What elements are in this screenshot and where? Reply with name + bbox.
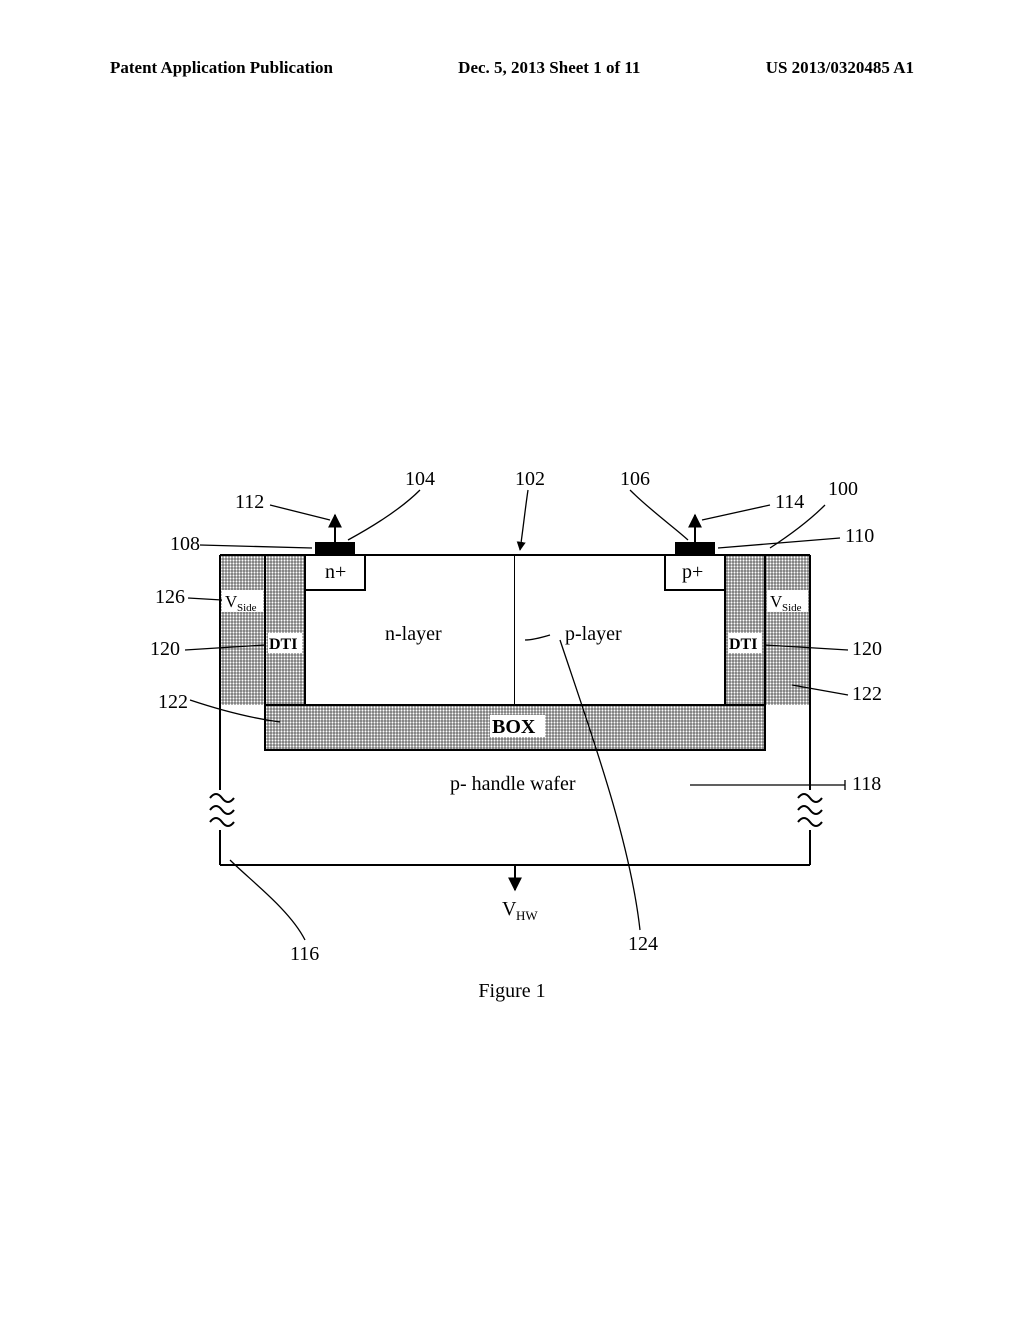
header-mid: Dec. 5, 2013 Sheet 1 of 11 <box>458 58 640 78</box>
ref-124: 124 <box>628 933 658 955</box>
dti-right <box>725 555 765 705</box>
ref-126: 126 <box>155 586 185 608</box>
ref-108: 108 <box>170 533 200 555</box>
phandle-label: p- handle wafer <box>450 773 576 795</box>
player-label: p-layer <box>565 623 622 645</box>
ref-120-left: 120 <box>150 638 180 660</box>
figure-caption: Figure 1 <box>0 980 1024 1003</box>
vside-left-sub: Side <box>237 602 257 614</box>
nplus-label: n+ <box>325 561 346 583</box>
ref-106: 106 <box>620 468 650 490</box>
dti-right-label: DTI <box>729 636 757 653</box>
ref-112: 112 <box>235 491 264 513</box>
side-left-hatch <box>220 555 265 705</box>
dti-left-label: DTI <box>269 636 297 653</box>
vhw-v: V <box>502 898 517 920</box>
ref-122-left: 122 <box>158 691 188 713</box>
ref-102: 102 <box>515 468 545 490</box>
contact-left <box>315 542 355 555</box>
box-label: BOX <box>492 716 536 738</box>
dti-left <box>265 555 305 705</box>
vhw-sub: HW <box>516 908 538 923</box>
ref-110: 110 <box>845 525 874 547</box>
header-left: Patent Application Publication <box>110 58 333 78</box>
vside-right-sub: Side <box>782 602 802 614</box>
side-right-hatch <box>765 555 810 705</box>
ref-116: 116 <box>290 943 319 965</box>
ref-100: 100 <box>828 478 858 500</box>
contact-right <box>675 542 715 555</box>
figure-svg: n+ p+ n-layer p-layer BOX DTI DTI p- han… <box>130 460 894 980</box>
figure-container: n+ p+ n-layer p-layer BOX DTI DTI p- han… <box>130 460 894 960</box>
ref-104: 104 <box>405 468 435 490</box>
ref-120-right: 120 <box>852 638 882 660</box>
nlayer-label: n-layer <box>385 623 442 645</box>
ref-118: 118 <box>852 773 881 795</box>
ref-122-right: 122 <box>852 683 882 705</box>
pplus-label: p+ <box>682 561 703 583</box>
header-right: US 2013/0320485 A1 <box>766 58 914 78</box>
ref-114: 114 <box>775 491 804 513</box>
